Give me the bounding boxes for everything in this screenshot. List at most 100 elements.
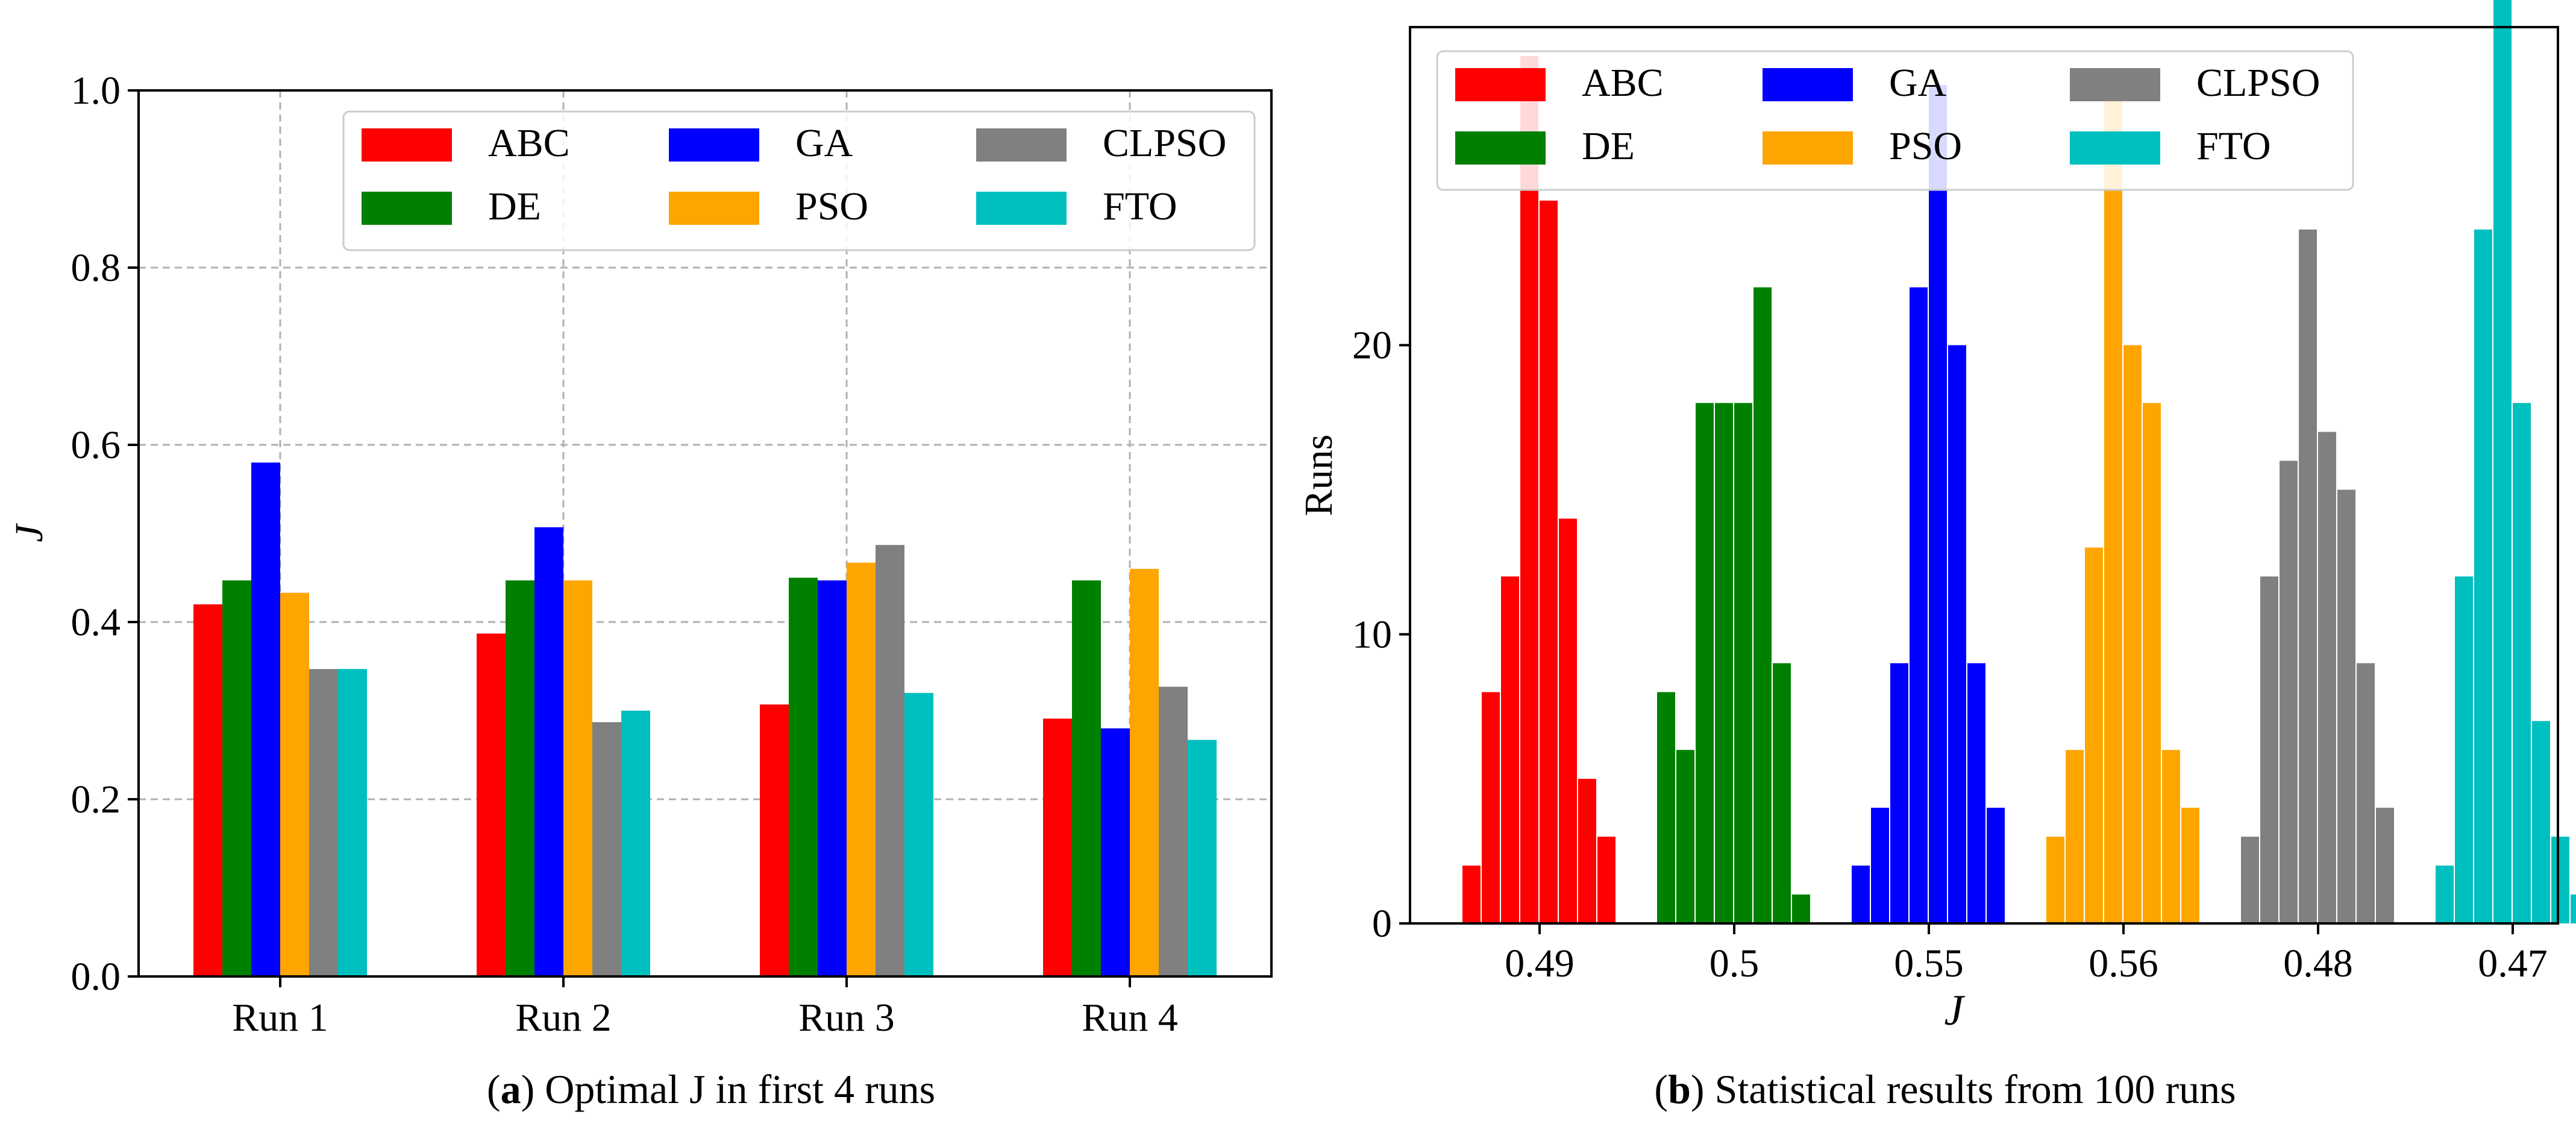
a-bar-ga-run-2 — [534, 527, 563, 976]
b-legend-swatch-clpso — [2070, 68, 2160, 101]
a-bar-pso-run-1 — [280, 593, 309, 976]
b-bar-pso-7 — [2181, 808, 2199, 923]
a-bar-de-run-3 — [789, 577, 818, 976]
b-legend-label-pso: PSO — [1889, 124, 1962, 168]
b-bar-abc-6 — [1578, 779, 1596, 923]
b-xlabel: J — [1945, 986, 1966, 1034]
b-legend-label-fto: FTO — [2196, 124, 2271, 168]
b-xtick-label-fto: 0.47 — [2478, 942, 2548, 986]
a-bar-de-run-1 — [222, 580, 251, 976]
a-ytick-label-5: 1.0 — [71, 69, 121, 113]
a-legend-swatch-abc — [362, 128, 452, 162]
a-bar-pso-run-2 — [563, 580, 592, 976]
caption-b: (b) Statistical results from 100 runs — [1654, 1066, 2236, 1112]
b-bar-pso-1 — [2066, 750, 2084, 923]
b-bar-de-7 — [1792, 894, 1810, 923]
a-legend-label-ga: GA — [795, 121, 853, 165]
a-xtick-label-run-1: Run 1 — [232, 996, 328, 1040]
caption-a-letter: a — [500, 1066, 521, 1112]
b-bar-fto-5 — [2532, 721, 2550, 923]
a-bar-clpso-run-4 — [1159, 687, 1188, 976]
a-ytick-label-1: 0.2 — [71, 778, 121, 822]
b-bar-abc-3 — [1520, 55, 1538, 923]
b-bar-clpso-4 — [2318, 432, 2336, 923]
a-bar-fto-run-3 — [904, 693, 933, 976]
caption-b-letter: b — [1668, 1066, 1691, 1112]
b-legend-swatch-ga — [1763, 68, 1853, 101]
b-bar-clpso-1 — [2260, 576, 2278, 923]
b-bar-clpso-6 — [2357, 663, 2375, 923]
b-bar-de-3 — [1715, 403, 1733, 923]
b-bar-abc-7 — [1597, 837, 1615, 923]
b-bar-ga-0 — [1852, 866, 1870, 923]
a-bar-abc-run-2 — [477, 633, 506, 976]
b-bar-de-1 — [1676, 750, 1694, 923]
a-bar-fto-run-4 — [1188, 740, 1217, 976]
b-legend-label-de: DE — [1582, 124, 1635, 168]
b-bar-pso-0 — [2046, 837, 2064, 923]
b-bar-ga-7 — [1987, 808, 2005, 923]
b-ytick-label-1: 10 — [1352, 612, 1392, 656]
a-bar-fto-run-2 — [621, 711, 650, 976]
b-bar-abc-5 — [1559, 518, 1577, 923]
b-bar-pso-3 — [2104, 84, 2122, 923]
b-bar-de-2 — [1696, 403, 1714, 923]
b-bar-de-4 — [1734, 403, 1752, 923]
b-xtick-label-abc: 0.49 — [1505, 942, 1575, 986]
b-plot-frame — [1409, 26, 2559, 925]
a-plot-frame — [137, 89, 1273, 978]
a-bar-abc-run-4 — [1043, 718, 1072, 976]
b-bar-ga-4 — [1929, 84, 1947, 923]
b-bar-clpso-5 — [2337, 489, 2355, 923]
caption-a: (a) Optimal J in first 4 runs — [486, 1066, 936, 1112]
a-legend-label-abc: ABC — [488, 121, 570, 165]
b-ylabel: Runs — [1297, 435, 1341, 517]
a-xtick-label-run-4: Run 4 — [1082, 996, 1178, 1040]
a-legend-label-de: DE — [488, 184, 541, 228]
b-bar-pso-5 — [2143, 403, 2161, 923]
b-bar-de-6 — [1773, 663, 1791, 923]
b-legend-label-ga: GA — [1889, 61, 1947, 105]
b-legend-swatch-de — [1455, 131, 1546, 165]
b-bar-pso-6 — [2162, 750, 2180, 923]
a-ytick-label-4: 0.8 — [71, 246, 121, 290]
b-legend-swatch-pso — [1763, 131, 1853, 165]
b-bar-pso-4 — [2123, 345, 2142, 923]
b-bar-abc-2 — [1501, 576, 1519, 923]
a-legend-swatch-ga — [669, 128, 759, 162]
a-bar-pso-run-3 — [847, 562, 876, 976]
a-legend-label-pso: PSO — [795, 184, 868, 228]
a-legend-swatch-de — [362, 192, 452, 225]
b-bar-ga-2 — [1890, 663, 1908, 923]
b-legend-swatch-fto — [2070, 131, 2160, 165]
a-xtick-label-run-3: Run 3 — [798, 996, 895, 1040]
b-bar-clpso-2 — [2280, 461, 2298, 923]
a-legend-swatch-fto — [976, 192, 1067, 225]
a-bar-ga-run-3 — [818, 580, 847, 976]
b-bar-fto-1 — [2455, 576, 2473, 923]
b-bar-clpso-3 — [2299, 229, 2317, 924]
caption-a-text: Optimal J in first 4 runs — [545, 1066, 936, 1112]
b-bar-de-0 — [1657, 692, 1675, 923]
b-bar-de-5 — [1753, 287, 1772, 923]
a-legend-swatch-pso — [669, 192, 759, 225]
panel-b-histogram-chart: 0.49 0.5 0.55 0.56 0.48 0.47 0 10 20 Runs J ABC DE GA… — [1297, 0, 2576, 1034]
a-ytick-label-2: 0.4 — [71, 600, 121, 644]
b-bar-ga-1 — [1871, 808, 1889, 923]
b-bar-fto-6 — [2551, 837, 2569, 923]
b-ytick-label-0: 0 — [1372, 902, 1392, 946]
b-xtick-label-ga: 0.55 — [1894, 942, 1964, 986]
b-xtick-label-clpso: 0.48 — [2283, 942, 2353, 986]
b-bar-ga-3 — [1910, 287, 1928, 923]
b-bar-fto-0 — [2436, 866, 2454, 923]
b-legend-label-abc: ABC — [1582, 61, 1664, 105]
a-legend-swatch-clpso — [976, 128, 1067, 162]
b-bar-abc-1 — [1482, 692, 1500, 923]
panel-a-optimal-j-chart: 0.0 0.2 0.4 0.6 0.8 1.0 Run 1 Run 2 Run 3 Run 4 J A… — [7, 69, 1273, 1040]
b-bar-fto-3 — [2493, 0, 2512, 923]
b-legend-label-clpso: CLPSO — [2196, 61, 2320, 105]
a-xtick-label-run-2: Run 2 — [515, 996, 612, 1040]
b-bar-clpso-0 — [2241, 837, 2259, 923]
a-bar-ga-run-4 — [1101, 728, 1130, 976]
